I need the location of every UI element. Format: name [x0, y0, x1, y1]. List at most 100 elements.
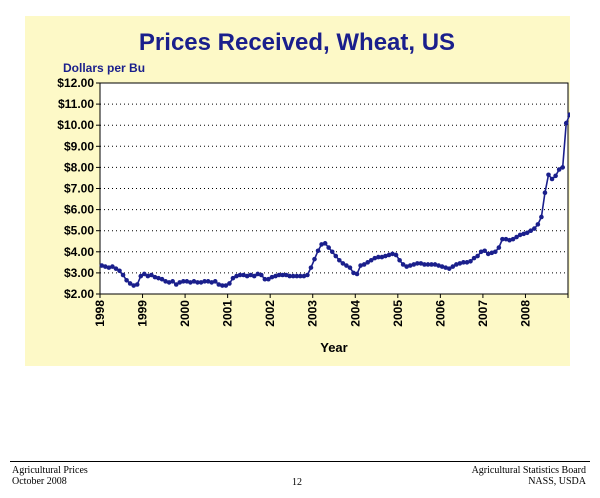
data-point: [322, 241, 328, 246]
x-tick-labels: 1998 1999 2000 2001 2002 2003 2004 2005 2006 2007…: [93, 294, 569, 327]
data-point: [177, 280, 183, 285]
data-point: [514, 234, 519, 240]
data-point: [280, 272, 285, 278]
data-point: [262, 276, 268, 282]
data-point: [390, 251, 395, 257]
data-point: [251, 273, 257, 279]
data-point: [361, 262, 367, 267]
data-point: [237, 272, 243, 278]
data-point: [149, 272, 154, 278]
footer-right: Agricultural Statistics Board NASS, USDA: [472, 465, 586, 487]
data-point: [333, 253, 339, 259]
data-point: [188, 280, 193, 285]
data-point: [340, 261, 346, 266]
wheat-price-chart: Prices Received, Wheat, US Dollars per B…: [57, 29, 570, 355]
y-tick-label: $8.00: [64, 160, 94, 174]
data-point: [546, 172, 551, 178]
data-point: [131, 283, 136, 288]
data-point: [510, 236, 516, 242]
data-point: [386, 252, 392, 258]
data-point: [450, 264, 456, 269]
data-point: [152, 274, 158, 280]
data-point: [312, 256, 317, 262]
data-point: [337, 257, 342, 263]
data-point: [216, 282, 222, 287]
data-point: [205, 279, 211, 284]
data-point: [379, 254, 385, 260]
data-point: [489, 250, 495, 256]
x-tick-label: 2000: [178, 300, 192, 327]
data-point: [535, 222, 541, 227]
y-tick-label: $3.00: [64, 266, 94, 280]
footer-board: Agricultural Statistics Board: [471, 465, 586, 476]
data-point: [443, 265, 448, 270]
data-point: [163, 279, 168, 284]
data-point: [542, 190, 548, 196]
data-point: [493, 249, 498, 255]
data-point: [227, 281, 232, 286]
data-point: [368, 257, 374, 263]
data-point: [418, 261, 424, 266]
x-tick-label: 2004: [348, 300, 362, 327]
data-point: [563, 120, 569, 126]
page-number: 12: [292, 477, 302, 488]
data-point: [290, 273, 296, 279]
data-point: [305, 272, 310, 278]
data-point: [248, 272, 253, 278]
data-point: [220, 283, 225, 288]
x-tick-label: 2008: [518, 300, 532, 327]
data-point: [230, 275, 236, 281]
data-point: [276, 272, 282, 278]
data-point: [142, 271, 147, 277]
data-point: [464, 260, 470, 265]
data-point: [273, 273, 278, 279]
data-point: [255, 271, 261, 277]
data-point: [127, 281, 133, 286]
x-tick-label: 2006: [433, 300, 447, 327]
x-tick-label: 2003: [306, 300, 320, 327]
data-point: [191, 279, 197, 284]
data-point: [287, 273, 292, 279]
data-point: [145, 273, 151, 279]
data-point: [329, 249, 335, 255]
data-point: [181, 279, 186, 284]
data-point: [471, 255, 477, 261]
data-point: [393, 252, 399, 258]
data-point: [269, 274, 275, 280]
data-point: [397, 257, 402, 263]
data-point: [507, 237, 512, 243]
data-point: [365, 260, 370, 265]
data-point: [283, 272, 289, 278]
data-point: [553, 173, 558, 179]
data-point: [319, 242, 324, 247]
data-point: [301, 273, 307, 279]
data-point: [198, 280, 204, 285]
chart-panel: Prices Received, Wheat, US Dollars per B…: [25, 16, 570, 366]
data-point: [212, 279, 218, 284]
data-point: [556, 167, 562, 172]
data-point: [415, 261, 420, 266]
y-axis-label: Dollars per Bu: [63, 61, 145, 75]
data-point: [195, 280, 200, 285]
data-point: [429, 262, 434, 267]
y-tick-label: $2.00: [64, 287, 94, 301]
x-tick-label: 2002: [263, 300, 277, 327]
data-point: [503, 236, 509, 242]
data-point: [234, 273, 239, 279]
data-point: [560, 165, 565, 170]
data-point: [549, 176, 555, 182]
data-point: [110, 264, 115, 269]
chart-title: Prices Received, Wheat, US: [139, 29, 455, 56]
data-point: [156, 275, 161, 281]
data-point: [454, 262, 459, 267]
data-point: [117, 268, 122, 274]
data-point: [99, 263, 105, 268]
data-point: [461, 260, 466, 265]
footer-left: Agricultural Prices October 2008: [12, 465, 88, 487]
y-tick-label: $5.00: [64, 224, 94, 238]
data-point: [358, 263, 363, 268]
data-point: [266, 276, 271, 282]
data-point: [478, 249, 484, 255]
data-point: [298, 273, 303, 279]
footer-rule: [10, 461, 590, 462]
